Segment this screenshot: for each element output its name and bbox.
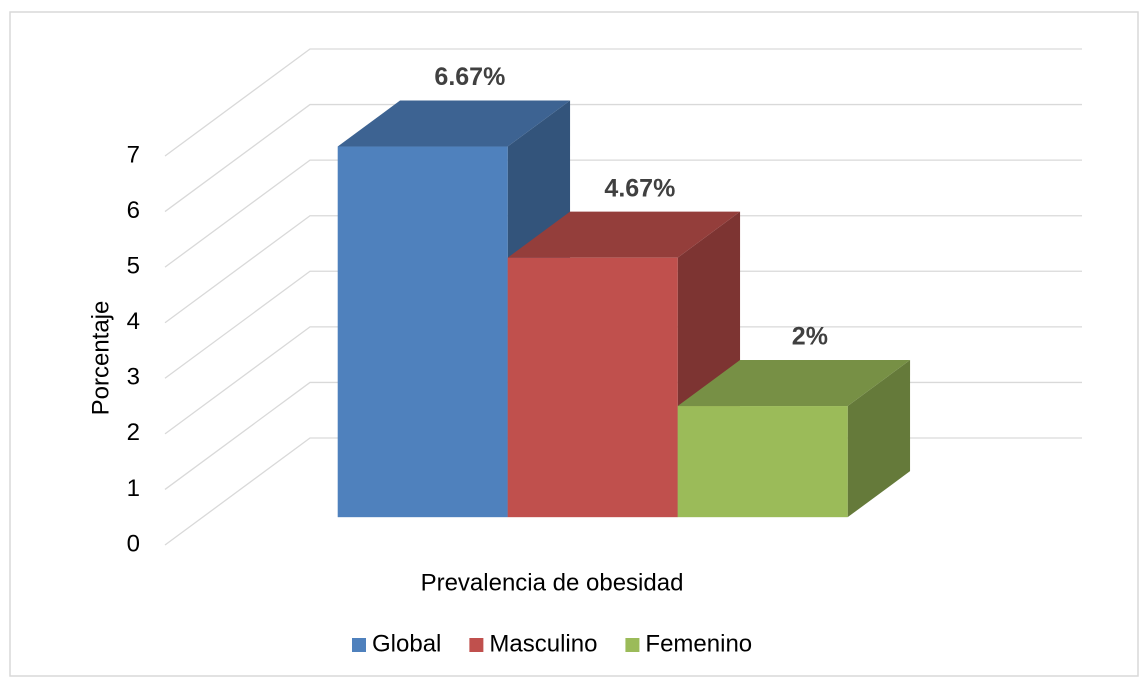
bar-top xyxy=(507,211,741,258)
data-label: 6.67% xyxy=(434,63,505,91)
bar xyxy=(677,406,848,518)
data-label: 4.67% xyxy=(604,174,675,202)
grid-line xyxy=(164,326,1082,435)
y-tick-label: 2 xyxy=(127,419,140,446)
bar xyxy=(507,257,678,518)
legend-label: Masculino xyxy=(489,630,597,657)
y-tick-label: 0 xyxy=(127,530,140,557)
y-tick-label: 4 xyxy=(127,308,140,335)
legend-label: Femenino xyxy=(645,630,752,657)
grid-line xyxy=(164,103,1082,213)
grid-line xyxy=(164,159,1082,268)
bar-top xyxy=(337,100,571,147)
y-tick-label: 1 xyxy=(127,475,140,502)
x-tick-label: Prevalencia de obesidad xyxy=(421,569,684,596)
legend-swatch xyxy=(625,638,640,652)
y-tick-label: 7 xyxy=(127,141,140,168)
grid-line xyxy=(164,48,1082,157)
y-axis-title: Porcentaje xyxy=(87,301,114,416)
legend-swatch xyxy=(352,638,366,652)
y-tick-label: 3 xyxy=(127,364,140,391)
bar-side xyxy=(847,360,911,518)
bar xyxy=(337,146,508,518)
legend-label: Global xyxy=(372,630,441,657)
legend-swatch xyxy=(469,638,484,652)
y-tick-label: 6 xyxy=(127,197,140,224)
bar-top xyxy=(677,360,911,407)
grid-line xyxy=(164,270,1082,379)
grid-line xyxy=(164,215,1082,324)
data-label: 2% xyxy=(792,323,828,351)
y-tick-label: 5 xyxy=(127,252,140,279)
